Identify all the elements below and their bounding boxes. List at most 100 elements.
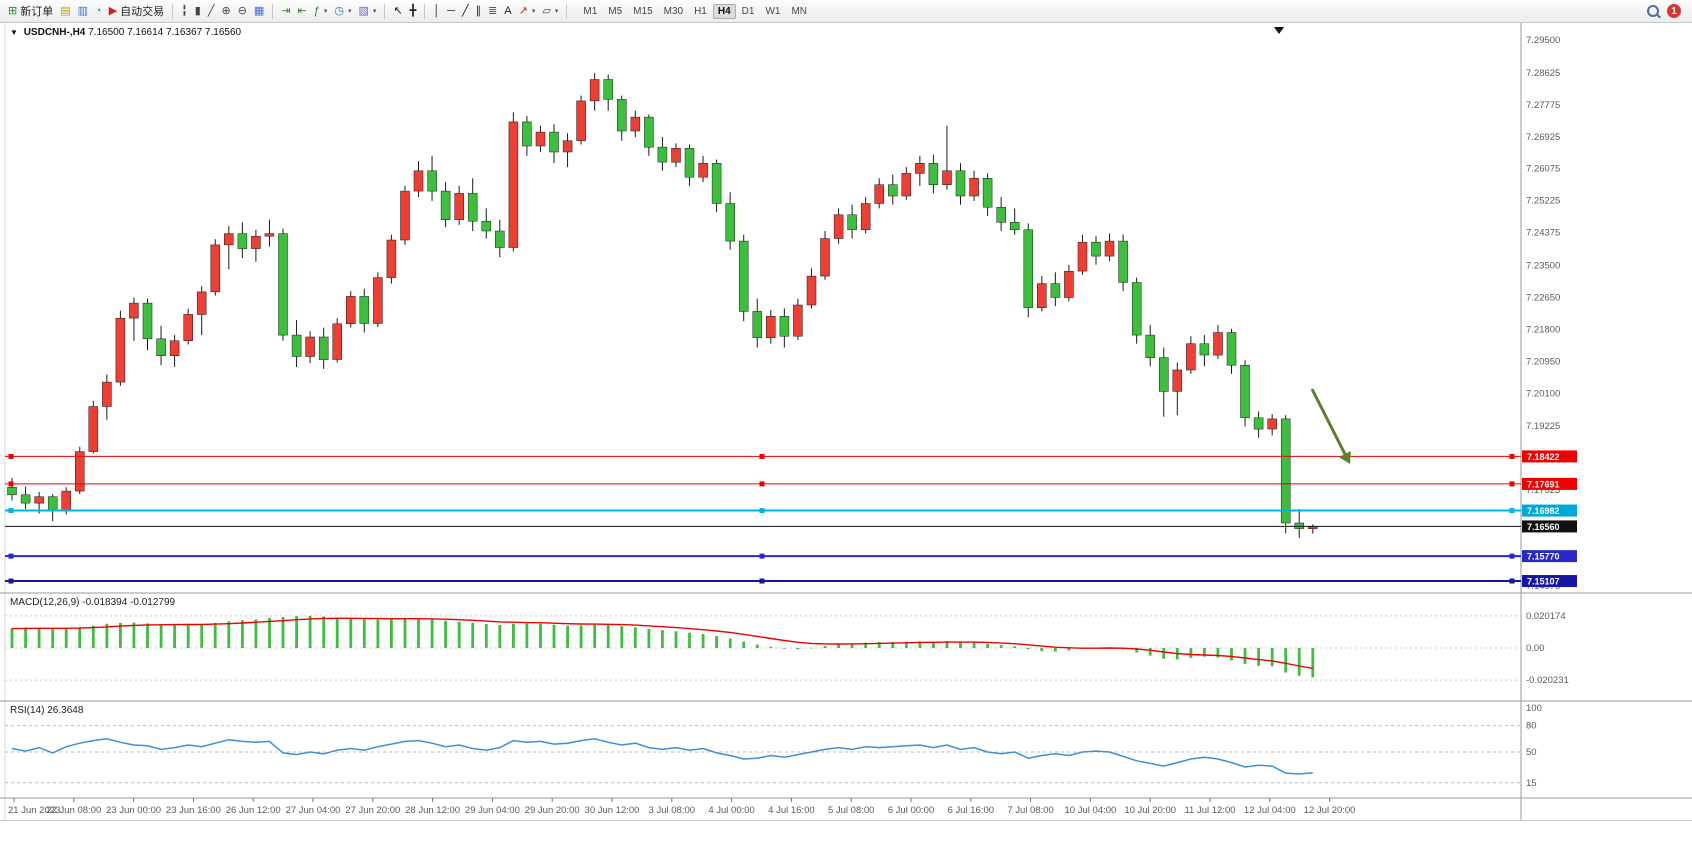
line-handle[interactable] (759, 453, 765, 459)
rsi-name: RSI(14) (10, 705, 45, 716)
line-handle[interactable] (8, 578, 14, 584)
templates-button[interactable]: ▧ ▾ (356, 5, 380, 18)
timeframe-m15-button[interactable]: M15 (633, 5, 653, 17)
shapes-button[interactable]: ▱ ▾ (539, 5, 561, 18)
line-handle[interactable] (759, 481, 765, 487)
price-tick-label: 7.17525 (1526, 485, 1560, 496)
macd-histogram-bar (606, 624, 610, 648)
macd-histogram-bar (945, 641, 949, 648)
line-handle[interactable] (759, 553, 765, 559)
arrow-annotation[interactable] (1310, 388, 1348, 458)
arrows-button[interactable]: ↗ ▾ (516, 5, 539, 18)
timeframe-m30-button[interactable]: M30 (663, 5, 684, 17)
macd-histogram-bar (972, 642, 976, 648)
candle-bearish (1131, 282, 1142, 336)
zoom-out-button[interactable]: ⊖ (235, 5, 250, 18)
vertical-line-button[interactable]: │ (430, 5, 443, 18)
macd-histogram-bar (1040, 648, 1044, 652)
candle-bearish (440, 190, 451, 220)
text-button[interactable]: A (501, 5, 514, 18)
channel-icon: ∥ (475, 4, 482, 17)
crosshair-button[interactable]: ╋ (407, 5, 420, 18)
line-handle[interactable] (1509, 578, 1515, 584)
candlestick-chart-button[interactable]: ▮ (192, 5, 204, 18)
main-chart-plot[interactable] (7, 73, 1318, 539)
indicators-button[interactable]: ƒ ▾ (311, 5, 331, 18)
line-handle[interactable] (1509, 508, 1515, 514)
timeframe-w1-button[interactable]: W1 (765, 5, 781, 17)
macd-histogram-bar (362, 619, 366, 648)
data-window-button[interactable]: ▥ (75, 5, 91, 18)
tile-windows-button[interactable]: ▦ (251, 5, 267, 18)
macd-histogram-bar (647, 628, 651, 648)
line-handle[interactable] (8, 508, 14, 514)
price-tag-label: 7.15770 (1527, 552, 1560, 562)
auto-scroll-button[interactable]: ⇥ (278, 5, 293, 18)
line-handle[interactable] (1509, 553, 1515, 559)
candle-bullish (833, 214, 844, 239)
timeframe-d1-button[interactable]: D1 (741, 5, 755, 17)
time-tick-label: 12 Jul 20:00 (1304, 805, 1356, 816)
candle-bearish (738, 240, 749, 312)
candle-bullish (386, 239, 397, 278)
line-handle[interactable] (8, 481, 14, 487)
candle-bearish (1159, 357, 1169, 392)
candle-bullish (373, 277, 383, 324)
candle-bearish (1280, 418, 1291, 524)
line-handle[interactable] (759, 578, 765, 584)
candle-bullish (915, 163, 925, 174)
time-tick-label: 27 Jun 04:00 (286, 805, 341, 816)
chevron-down-icon[interactable]: ▼ (10, 28, 18, 37)
bar-chart-button[interactable]: ╏ (178, 5, 191, 18)
chevron-down-icon: ▾ (554, 8, 559, 15)
line-chart-button[interactable]: ╱ (205, 5, 218, 18)
candle-bearish (684, 148, 695, 178)
periods-button[interactable]: ◷ ▾ (331, 5, 354, 18)
macd-histogram-bar (1013, 646, 1017, 648)
macd-histogram-bar (566, 625, 569, 648)
macd-histogram-bar (37, 628, 41, 648)
navigator-button[interactable]: ◔ (92, 5, 105, 18)
fibonacci-button[interactable]: ≣ (485, 5, 500, 18)
time-tick-label: 12 Jul 04:00 (1244, 805, 1296, 816)
candle-bullish (454, 193, 464, 220)
search-icon[interactable] (1647, 5, 1659, 17)
macd-histogram-bar (200, 624, 204, 648)
zoom-in-button[interactable]: ⊕ (218, 5, 233, 18)
trendline-button[interactable]: ╱ (459, 5, 472, 18)
candle-bearish (481, 220, 492, 232)
chart-shift-marker[interactable] (1274, 27, 1284, 34)
channel-button[interactable]: ∥ (473, 5, 485, 18)
notification-badge[interactable]: 1 (1667, 4, 1681, 18)
rsi-panel[interactable]: 100 80 50 15 (5, 703, 1542, 789)
line-handle[interactable] (1509, 481, 1515, 487)
new-order-button[interactable]: ⊞ 新订单 (5, 2, 56, 20)
timeframe-m5-button[interactable]: M5 (608, 5, 623, 17)
chart-shift-button[interactable]: ⇤ (295, 5, 310, 18)
macd-panel[interactable]: 0.020174 0.00 -0.020231 (5, 611, 1569, 686)
timeframe-h4-button[interactable]: H4 (712, 3, 736, 19)
autotrading-button[interactable]: ▶ 自动交易 (106, 2, 167, 20)
candle-bullish (698, 163, 708, 178)
candle-bullish (102, 381, 112, 407)
line-handle[interactable] (8, 553, 14, 559)
line-handle[interactable] (759, 508, 765, 514)
line-handle[interactable] (1509, 453, 1515, 459)
candle-bullish (874, 184, 884, 204)
horizontal-line-button[interactable]: ─ (444, 5, 458, 18)
price-tag-label: 7.16982 (1527, 506, 1560, 516)
navigator-icon: ◔ (95, 4, 102, 17)
line-handle[interactable] (8, 453, 14, 459)
cursor-button[interactable]: ↖ (390, 5, 405, 18)
timeframe-m1-button[interactable]: M1 (583, 5, 598, 17)
timeframe-mn-button[interactable]: MN (791, 5, 808, 17)
macd-histogram-bar (91, 625, 95, 648)
timeframe-h1-button[interactable]: H1 (694, 5, 707, 17)
candle-bearish (644, 116, 654, 148)
price-tick-label: 7.24375 (1526, 228, 1560, 239)
candle-bullish (942, 170, 952, 185)
market-watch-button[interactable]: ▤ (57, 5, 73, 18)
market-watch-icon: ▤ (60, 4, 71, 17)
